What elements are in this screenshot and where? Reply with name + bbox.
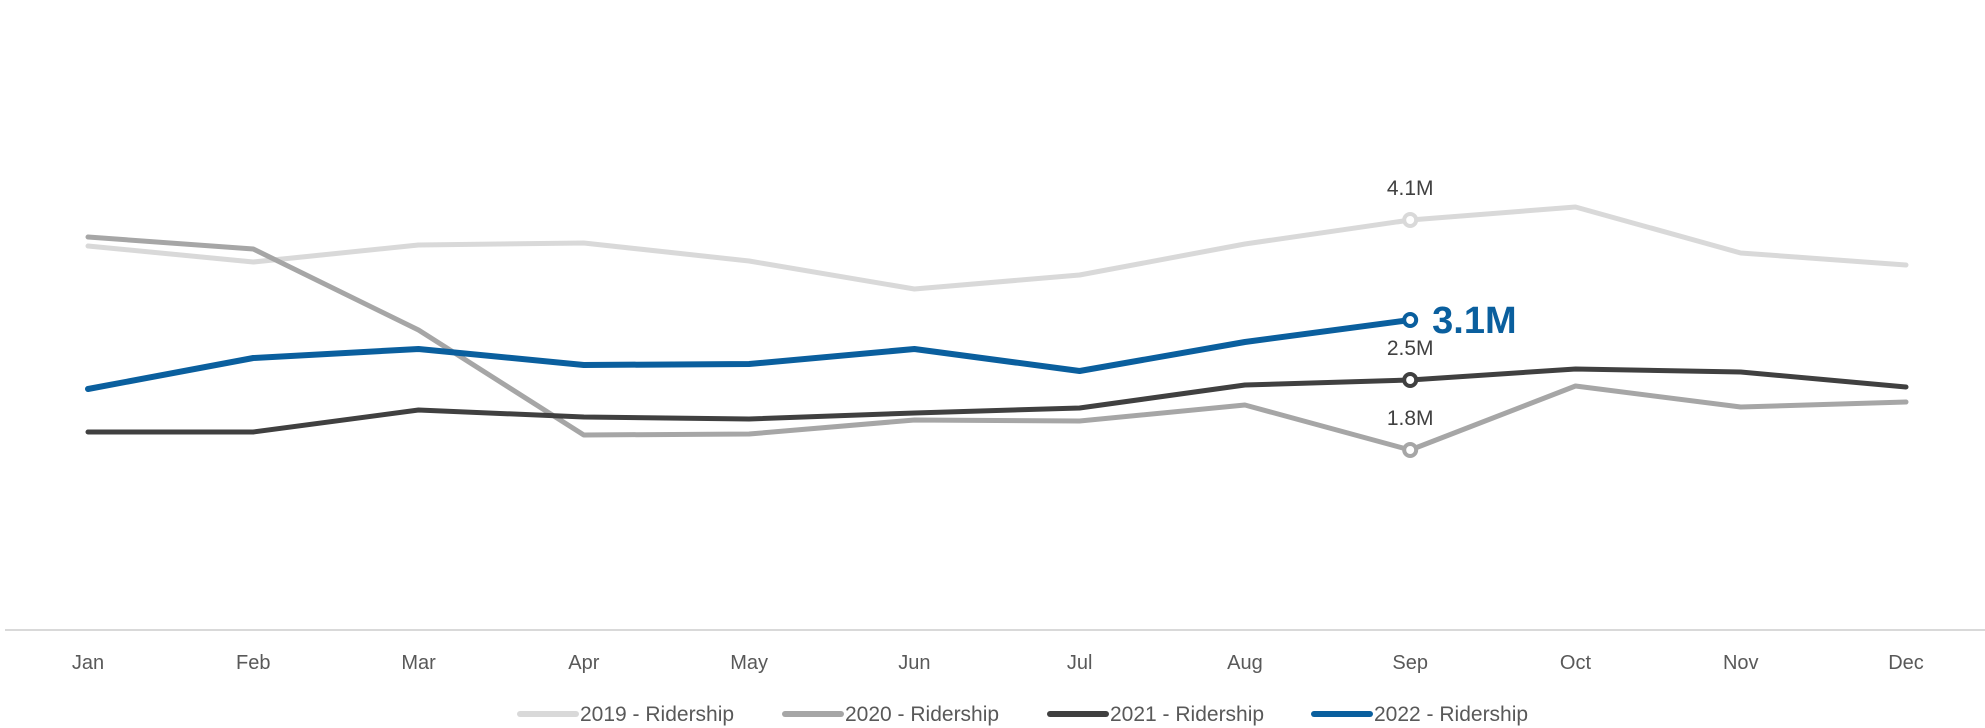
- series-1: 4.1M: [85, 177, 1909, 292]
- x-tick-label: May: [730, 652, 768, 674]
- legend-item: 2022 - Ridership: [1311, 703, 1528, 726]
- x-tick-label: Sep: [1392, 652, 1428, 674]
- legend-item: 2019 - Ridership: [517, 703, 734, 726]
- series-line: [85, 366, 1909, 435]
- x-tick-label: Jun: [898, 652, 930, 674]
- x-tick-label: Apr: [568, 652, 599, 674]
- legend-label: 2020 - Ridership: [845, 703, 999, 726]
- series-line: [85, 234, 1909, 453]
- x-axis-ticks: Jan Feb Mar Apr May Jun Jul Aug Sep Oct Nov Dec: [72, 652, 1924, 674]
- x-tick-label: Feb: [236, 652, 270, 674]
- legend-item: 2021 - Ridership: [1047, 703, 1264, 726]
- series-4: 3.1M: [85, 300, 1517, 392]
- data-point-marker: [1402, 212, 1419, 228]
- data-point-marker: [1402, 442, 1419, 458]
- data-label: 4.1M: [1387, 177, 1434, 200]
- legend-item: 2020 - Ridership: [782, 703, 999, 726]
- series-3: 2.5M: [85, 337, 1909, 435]
- x-tick-label: Jan: [72, 652, 104, 674]
- data-point-marker: [1402, 312, 1419, 328]
- legend: 2019 - Ridership 2020 - Ridership 2021 - R…: [517, 703, 1528, 726]
- legend-label: 2022 - Ridership: [1374, 703, 1528, 726]
- x-tick-label: Oct: [1560, 652, 1592, 674]
- data-label: 3.1M: [1432, 300, 1516, 342]
- series-2: 1.8M: [85, 234, 1909, 458]
- series-line: [85, 317, 1414, 392]
- x-tick-label: Nov: [1723, 652, 1759, 674]
- x-tick-label: Jul: [1067, 652, 1093, 674]
- x-tick-label: Aug: [1227, 652, 1263, 674]
- series-line: [85, 204, 1909, 292]
- x-tick-label: Mar: [401, 652, 436, 674]
- legend-label: 2021 - Ridership: [1110, 703, 1264, 726]
- series-layer: 4.1M 1.8M 2.5M3.1M: [85, 177, 1909, 458]
- data-label: 1.8M: [1387, 407, 1434, 430]
- data-point-marker: [1402, 372, 1419, 388]
- data-label: 2.5M: [1387, 337, 1434, 360]
- legend-label: 2019 - Ridership: [580, 703, 734, 726]
- x-tick-label: Dec: [1888, 652, 1924, 674]
